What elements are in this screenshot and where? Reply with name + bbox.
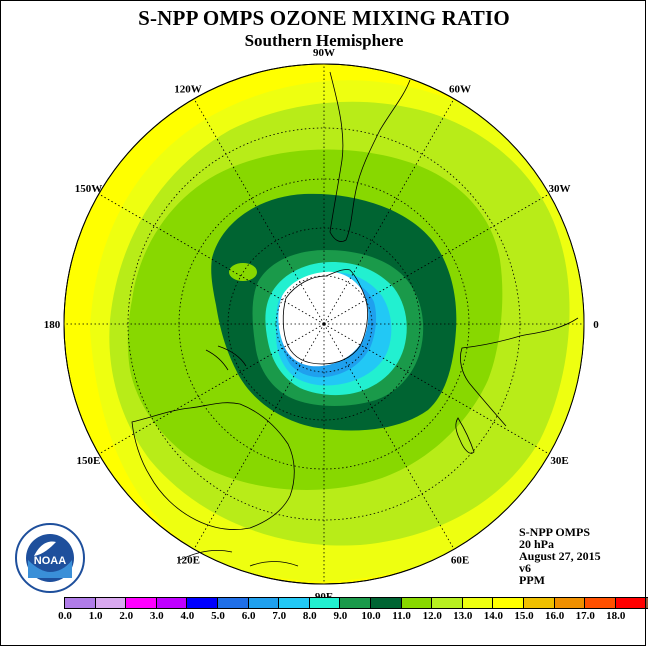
longitude-label: 180: [44, 319, 61, 331]
colorbar-swatch: [279, 598, 310, 608]
colorbar-swatch: [585, 598, 616, 608]
colorbar-swatch: [156, 598, 188, 608]
colorbar-tick: 10.0: [361, 610, 381, 622]
colorbar-swatch: [340, 598, 371, 608]
colorbar-tick: 15.0: [514, 610, 534, 622]
map-title: S-NPP OMPS OZONE MIXING RATIO: [138, 6, 510, 30]
longitude-label: 30W: [549, 183, 571, 195]
info-level: 20 hPa: [519, 537, 555, 551]
graticule: [64, 64, 584, 584]
colorbar-tick: 6.0: [241, 610, 256, 622]
info-date: August 27, 2015: [519, 549, 601, 563]
polar-night-region: [278, 271, 369, 367]
colorbar-swatch: [126, 598, 157, 608]
colorbar-tick-labels: 0.0 1.0 2.0 3.0 4.0 5.0 6.0 7.0 8.0 9.0 10.0 11.0 12…: [0, 610, 648, 624]
south-america-coast: [329, 71, 411, 242]
info-version: v6: [519, 561, 531, 575]
colorbar-swatch: [615, 598, 647, 608]
colorbar-swatch: [432, 598, 463, 608]
colorbar-tick: 3.0: [149, 610, 164, 622]
meridians: [64, 64, 584, 584]
longitude-label: 150W: [75, 183, 103, 195]
longitude-label: 0: [593, 319, 599, 331]
noaa-logo: NOAA: [15, 523, 85, 593]
colorbar-swatch: [248, 598, 280, 608]
product-info: S-NPP OMPS 20 hPa August 27, 2015 v6 PPM: [519, 526, 601, 586]
colorbar-tick: 18.0: [606, 610, 626, 622]
meridian-line: [193, 98, 325, 325]
colorbar-swatch: [646, 598, 648, 608]
meridian-line: [323, 323, 455, 550]
meridian-line: [98, 193, 325, 325]
map-border: [63, 63, 585, 585]
info-instrument: S-NPP OMPS: [519, 525, 590, 539]
colorbar-swatch: [554, 598, 586, 608]
meridian-line: [323, 323, 550, 455]
antarctica-coast: [282, 269, 368, 365]
colorbar-tick: 12.0: [422, 610, 442, 622]
south-pole-marker: [322, 322, 326, 326]
longitude-label: 120E: [176, 555, 200, 567]
colorbar-swatch: [493, 598, 524, 608]
colorbar-swatch: [65, 598, 96, 608]
longitude-label: 120W: [174, 83, 202, 95]
colorbar-swatch: [187, 598, 218, 608]
colorbar-tick: 4.0: [180, 610, 195, 622]
longitude-label: 150E: [77, 455, 101, 467]
colorbar-tick: 0.0: [58, 610, 72, 622]
meridian-line: [323, 193, 550, 325]
colorbar-tick: 17.0: [575, 610, 595, 622]
longitude-label: 30E: [550, 455, 568, 467]
colorbar-swatch: [523, 598, 555, 608]
info-units: PPM: [519, 573, 545, 587]
colorbar-tick: 2.0: [119, 610, 134, 622]
colorbar-tick: 9.0: [333, 610, 348, 622]
africa-coast: [460, 317, 579, 427]
colorbar: [64, 597, 648, 609]
colorbar-tick: 13.0: [453, 610, 473, 622]
indonesia-coast: [179, 550, 299, 567]
colorbar-tick: 16.0: [544, 610, 565, 622]
meridian-line: [98, 323, 325, 455]
colorbar-swatch: [217, 598, 249, 608]
colorbar-swatch: [401, 598, 433, 608]
colorbar-tick: 7.0: [272, 610, 287, 622]
colorbar-tick: 5.0: [211, 610, 225, 622]
longitude-label: 60E: [451, 555, 469, 567]
colorbar-tick: 1.0: [88, 610, 103, 622]
colorbar-tick: 14.0: [483, 610, 504, 622]
contour-10-island: [229, 263, 257, 281]
map-subtitle: Southern Hemisphere: [244, 31, 404, 50]
madagascar-coast: [455, 417, 475, 454]
colorbar-swatch: [309, 598, 341, 608]
coastlines: [131, 71, 579, 567]
colorbar-tick: 11.0: [392, 610, 411, 622]
meridian-line: [323, 98, 455, 325]
australia-coast: [131, 402, 295, 530]
noaa-logo-text: NOAA: [34, 555, 66, 567]
longitude-label: 60W: [449, 83, 471, 95]
colorbar-swatch: [462, 598, 494, 608]
colorbar-swatch: [95, 598, 127, 608]
meridian-line: [193, 323, 325, 550]
colorbar-swatch: [370, 598, 402, 608]
new-zealand-coast: [205, 345, 247, 371]
colorbar-tick: 8.0: [302, 610, 317, 622]
longitude-label: 90W: [313, 47, 335, 59]
